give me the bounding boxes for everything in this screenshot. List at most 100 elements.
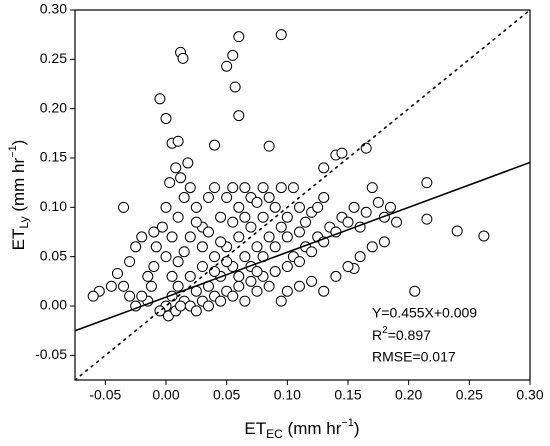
point <box>190 216 202 228</box>
point <box>221 60 233 72</box>
point <box>312 201 324 213</box>
point <box>229 81 241 93</box>
point <box>342 216 354 228</box>
y-title-sub: Ly <box>17 216 31 228</box>
point <box>118 201 130 213</box>
point <box>354 251 366 263</box>
y-title-base: ET <box>9 229 28 251</box>
point <box>451 225 463 237</box>
point <box>177 52 189 64</box>
point <box>202 300 214 312</box>
point <box>227 216 239 228</box>
point <box>148 226 160 238</box>
point <box>148 261 160 273</box>
point <box>160 113 172 125</box>
point <box>175 300 187 312</box>
point <box>263 280 275 292</box>
point <box>348 201 360 213</box>
point <box>202 226 214 238</box>
point <box>275 295 287 307</box>
point <box>150 241 162 253</box>
point <box>245 275 257 287</box>
point <box>421 213 433 225</box>
x-tick-label: 0.05 <box>213 387 240 403</box>
y-tick-label: 0.25 <box>40 50 67 66</box>
point <box>251 265 263 277</box>
point <box>233 270 245 282</box>
y-tick-label: 0.10 <box>40 198 67 214</box>
x-title-unit: (mm hr <box>283 419 342 438</box>
point <box>293 280 305 292</box>
point <box>366 241 378 253</box>
point <box>391 216 403 228</box>
point <box>306 246 318 258</box>
point <box>478 230 490 242</box>
x-tick-label: 0.15 <box>334 387 361 403</box>
point <box>136 290 148 302</box>
point <box>233 201 245 213</box>
point <box>409 285 421 297</box>
point <box>269 201 281 213</box>
x-tick-label: 0.10 <box>274 387 301 403</box>
point <box>227 290 239 302</box>
point <box>336 147 348 159</box>
point <box>172 280 184 292</box>
point <box>124 256 136 268</box>
point <box>372 196 384 208</box>
point <box>233 280 245 292</box>
point <box>182 157 194 169</box>
y-title-unit: (mm hr <box>9 158 28 217</box>
point <box>178 246 190 258</box>
point <box>227 182 239 194</box>
point <box>281 231 293 243</box>
point <box>239 295 251 307</box>
point <box>251 285 263 297</box>
point <box>166 231 178 243</box>
point <box>263 191 275 203</box>
point <box>281 261 293 273</box>
point <box>136 231 148 243</box>
point <box>342 261 354 273</box>
point <box>145 280 157 292</box>
point <box>239 182 251 194</box>
point <box>184 231 196 243</box>
y-tick-label: 0.00 <box>40 297 67 313</box>
point <box>233 110 245 122</box>
point <box>421 177 433 189</box>
y-title-sup: −1 <box>7 145 19 158</box>
point <box>366 182 378 194</box>
y-tick-label: 0.30 <box>40 1 67 17</box>
point <box>275 29 287 41</box>
point <box>221 191 233 203</box>
point <box>130 241 142 253</box>
point <box>209 139 221 151</box>
point <box>164 177 176 189</box>
point <box>142 270 154 282</box>
point <box>87 290 99 302</box>
rmse: RMSE=0.017 <box>372 349 456 365</box>
point <box>245 221 257 233</box>
point <box>166 270 178 282</box>
y-tick-label: -0.05 <box>35 346 67 362</box>
point <box>215 295 227 307</box>
point <box>215 236 227 248</box>
point <box>209 265 221 277</box>
point <box>178 191 190 203</box>
point <box>318 162 330 174</box>
point <box>318 285 330 297</box>
point <box>105 280 117 292</box>
point <box>190 305 202 317</box>
point <box>269 265 281 277</box>
point <box>196 241 208 253</box>
point <box>154 93 166 105</box>
equation: Y=0.455X+0.009 <box>372 305 477 321</box>
point <box>281 285 293 297</box>
point <box>330 270 342 282</box>
point <box>111 267 123 279</box>
point <box>184 270 196 282</box>
point <box>202 191 214 203</box>
plot-area <box>75 10 530 380</box>
point <box>257 211 269 223</box>
point <box>190 201 202 213</box>
point <box>239 211 251 223</box>
